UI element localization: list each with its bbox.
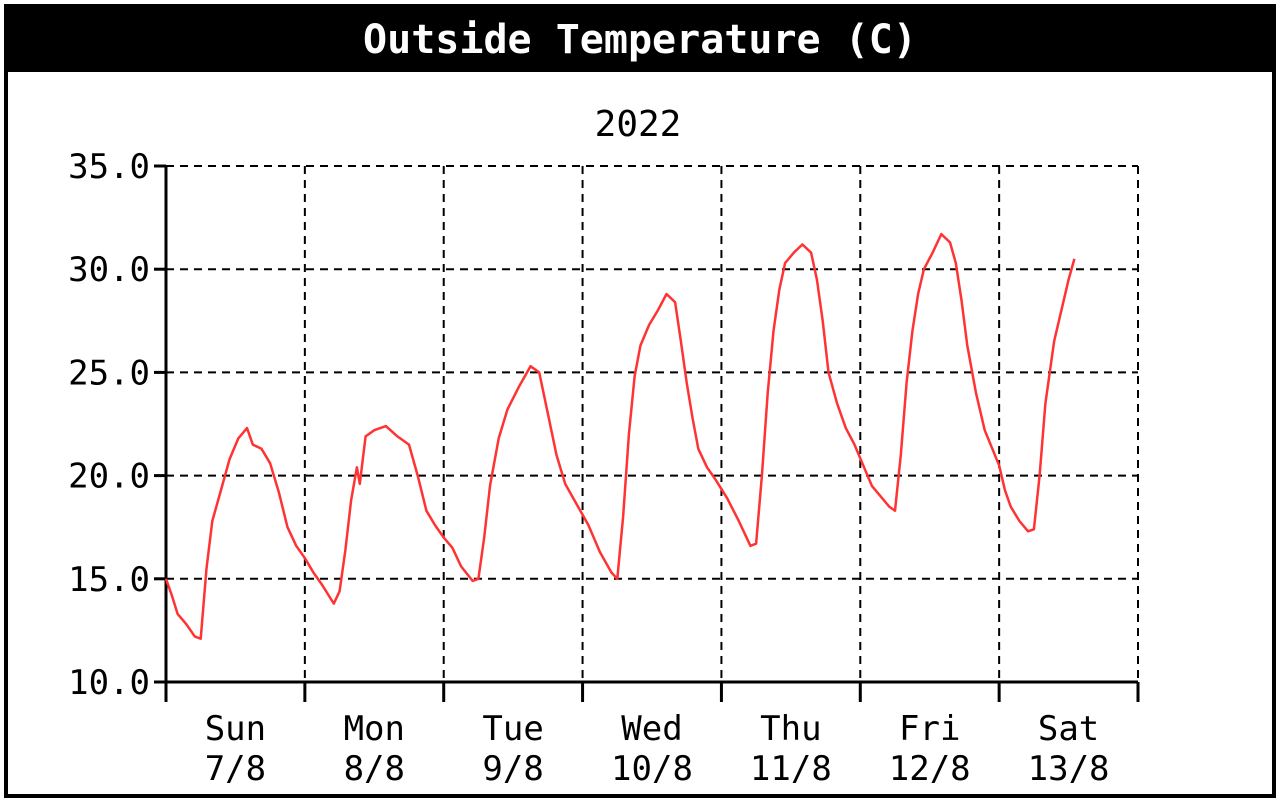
x-tick-day-label: Mon	[344, 709, 405, 749]
x-tick-date-label: 7/8	[205, 749, 266, 789]
x-tick-day-label: Sun	[205, 709, 266, 749]
x-tick-day-label: Wed	[621, 709, 682, 749]
x-tick-day-label: Tue	[482, 709, 543, 749]
x-tick-day-label: Sat	[1038, 709, 1099, 749]
y-tick-label: 35.0	[68, 147, 150, 187]
y-tick-label: 15.0	[68, 560, 150, 600]
grid	[166, 165, 1139, 682]
x-tick-date-label: 13/8	[1028, 749, 1110, 789]
x-tick-date-label: 11/8	[750, 749, 832, 789]
y-tick-label: 10.0	[68, 663, 150, 703]
x-tick-date-label: 8/8	[344, 749, 405, 789]
chart-frame: Outside Temperature (C)	[4, 4, 1276, 798]
x-tick-date-label: 10/8	[611, 749, 693, 789]
y-tick-label: 25.0	[68, 353, 150, 393]
axes	[164, 166, 1138, 684]
series	[164, 232, 1076, 640]
y-tick-label: 20.0	[68, 457, 150, 497]
temperature-series-line	[164, 232, 1076, 640]
x-tick-day-label: Fri	[899, 709, 960, 749]
chart-title: Outside Temperature (C)	[8, 8, 1272, 72]
chart-subtitle: 2022	[595, 104, 682, 145]
y-tick-label: 30.0	[68, 250, 150, 290]
x-tick-day-label: Thu	[760, 709, 821, 749]
x-tick-date-label: 9/8	[482, 749, 543, 789]
x-tick-date-label: 12/8	[889, 749, 971, 789]
